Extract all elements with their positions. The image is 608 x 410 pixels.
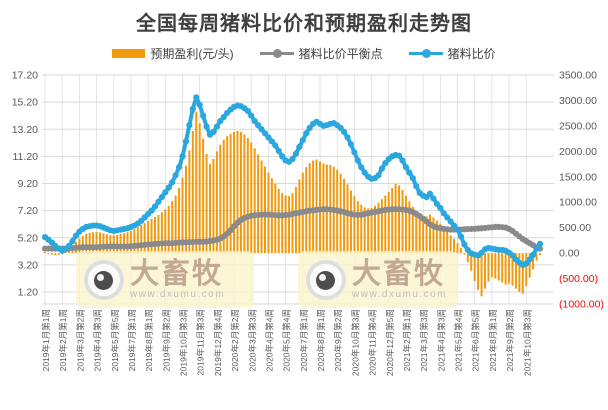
eye-icon — [84, 259, 124, 300]
legend-label: 预期盈利(元/头) — [150, 47, 234, 61]
watermark: 大畜牧 www.dxumu.com — [76, 251, 254, 308]
svg-text:2019年4月第3周: 2019年4月第3周 — [93, 309, 103, 371]
svg-text:2021年2月第1周: 2021年2月第1周 — [402, 309, 412, 371]
svg-text:2020年5月第4周: 2020年5月第4周 — [282, 309, 292, 371]
right-axis-labels: 3500.00 3000.00 2500.00 2000.00 1500.00 1000.… — [559, 70, 604, 311]
svg-text:2021年3月第3周: 2021年3月第3周 — [419, 309, 429, 371]
watermark-brand: 大畜牧 — [352, 257, 446, 290]
eye-icon — [306, 259, 346, 300]
legend: 预期盈利(元/头) 猪料比价平衡点 猪料比价 — [0, 45, 608, 62]
svg-text:2021年9月第2周: 2021年9月第2周 — [505, 309, 515, 371]
svg-text:13.20: 13.20 — [12, 124, 38, 136]
dot-icon — [272, 49, 282, 58]
svg-text:2019年9月第2周: 2019年9月第2周 — [161, 309, 171, 371]
svg-text:2500.00: 2500.00 — [559, 120, 597, 132]
watermark-url: www.dxumu.com — [352, 288, 448, 300]
svg-text:2021年10月第3周: 2021年10月第3周 — [522, 309, 532, 376]
svg-text:9.20: 9.20 — [18, 178, 39, 190]
line-swatch-icon — [408, 49, 443, 58]
dot-icon — [421, 49, 431, 58]
chart-title: 全国每周猪料比价和预期盈利走势图 — [136, 13, 472, 35]
svg-text:2000.00: 2000.00 — [559, 146, 597, 158]
legend-item-ratio: 猪料比价 — [408, 45, 496, 62]
svg-text:3000.00: 3000.00 — [559, 95, 597, 107]
svg-text:(1000.00): (1000.00) — [559, 299, 604, 311]
svg-text:2021年5月第4周: 2021年5月第4周 — [454, 309, 464, 371]
svg-text:7.20: 7.20 — [18, 205, 39, 217]
legend-item-balance-point: 猪料比价平衡点 — [259, 45, 383, 62]
svg-text:2019年12月第4周: 2019年12月第4周 — [213, 309, 223, 376]
svg-text:2020年2月第2周: 2020年2月第2周 — [230, 309, 240, 371]
watermark-text: 大畜牧 www.dxumu.com — [130, 257, 226, 300]
x-axis-labels: 2019年1月第1周 2019年2月第1周 2019年3月第2周 2019年4月第3周… — [41, 309, 532, 376]
svg-text:2021年4月第3周: 2021年4月第3周 — [436, 309, 446, 371]
svg-text:1.20: 1.20 — [18, 287, 39, 299]
left-axis-labels: 17.20 15.20 13.20 11.20 9.20 7.20 5.20 3.20 1.20 — [12, 70, 38, 299]
line-swatch-icon — [259, 49, 294, 58]
balance-line — [41, 206, 544, 252]
svg-text:17.20: 17.20 — [12, 70, 38, 82]
svg-text:3.20: 3.20 — [18, 259, 39, 271]
svg-text:3500.00: 3500.00 — [559, 70, 597, 82]
svg-text:5.20: 5.20 — [18, 232, 39, 244]
svg-text:2019年11月第3周: 2019年11月第3周 — [196, 309, 206, 375]
svg-text:2020年9月第2周: 2020年9月第2周 — [333, 309, 343, 371]
svg-text:11.20: 11.20 — [13, 151, 39, 163]
legend-label: 猪料比价 — [447, 47, 496, 61]
svg-text:2021年8月第1周: 2021年8月第1周 — [488, 309, 498, 371]
svg-text:2020年12月第5周: 2020年12月第5周 — [385, 309, 395, 376]
watermark-brand: 大畜牧 — [130, 257, 224, 290]
svg-text:2020年10月第3周: 2020年10月第3周 — [350, 309, 360, 376]
svg-text:2019年3月第2周: 2019年3月第2周 — [75, 309, 85, 371]
svg-text:500.00: 500.00 — [559, 222, 591, 234]
watermark-text: 大畜牧 www.dxumu.com — [352, 257, 448, 300]
svg-text:15.20: 15.20 — [12, 97, 38, 109]
svg-text:2020年4月第4周: 2020年4月第4周 — [264, 309, 274, 371]
svg-text:2019年8月第1周: 2019年8月第1周 — [144, 309, 154, 371]
svg-text:0.00: 0.00 — [559, 248, 580, 260]
watermark: 大畜牧 www.dxumu.com — [298, 251, 458, 308]
svg-text:1000.00: 1000.00 — [559, 197, 597, 209]
svg-text:1500.00: 1500.00 — [559, 171, 597, 183]
svg-text:2019年5月第5周: 2019年5月第5周 — [110, 309, 120, 371]
svg-text:2019年7月第1周: 2019年7月第1周 — [127, 309, 137, 371]
svg-text:2019年1月第1周: 2019年1月第1周 — [41, 309, 51, 371]
svg-text:2020年8月第1周: 2020年8月第1周 — [316, 309, 326, 371]
ratio-line — [41, 94, 544, 268]
bar-swatch-icon — [112, 49, 146, 58]
svg-text:(500.00): (500.00) — [559, 273, 598, 285]
svg-text:2021年6月第5周: 2021年6月第5周 — [471, 309, 481, 371]
legend-item-expected-profit: 预期盈利(元/头) — [112, 45, 234, 62]
legend-label: 猪料比价平衡点 — [298, 47, 383, 61]
svg-text:2019年10月第3周: 2019年10月第3周 — [179, 309, 189, 376]
svg-text:2020年3月第3周: 2020年3月第3周 — [247, 309, 257, 371]
svg-text:2019年2月第1周: 2019年2月第1周 — [58, 309, 68, 371]
svg-text:2020年11月第4周: 2020年11月第4周 — [368, 309, 378, 375]
watermark-url: www.dxumu.com — [130, 288, 226, 300]
svg-text:2020年7月第1周: 2020年7月第1周 — [299, 309, 309, 371]
